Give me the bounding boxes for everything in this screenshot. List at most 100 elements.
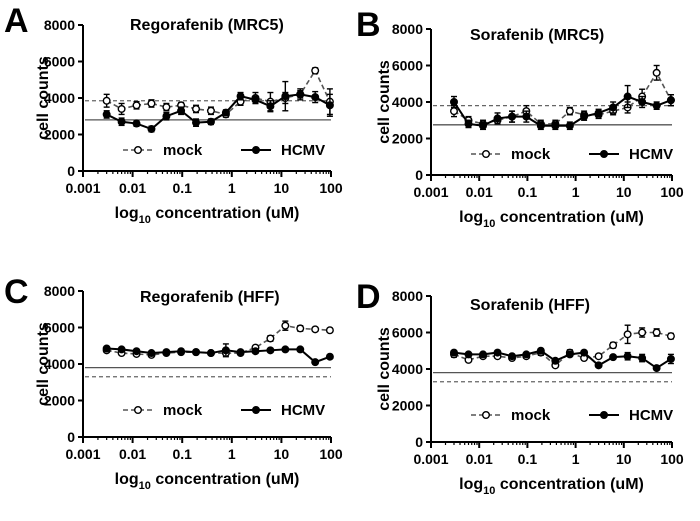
- data-point-hcmv: [206, 117, 215, 126]
- data-point-mock: [102, 96, 111, 105]
- y-tick-label: 4000: [44, 90, 75, 106]
- y-axis-label: cell counts: [376, 327, 393, 411]
- data-point-hcmv: [311, 93, 320, 102]
- x-tick-label: 0.01: [119, 180, 146, 196]
- data-point-hcmv: [192, 118, 201, 127]
- legend-marker-hcmv: [251, 145, 260, 154]
- data-point-hcmv: [508, 112, 517, 121]
- data-point-mock: [652, 328, 661, 337]
- y-tick-label: 4000: [392, 361, 423, 377]
- data-point-hcmv: [117, 117, 126, 126]
- x-tick-label: 100: [319, 446, 343, 462]
- data-point-hcmv: [536, 346, 545, 355]
- x-tick-label: 10: [616, 184, 632, 200]
- data-point-hcmv: [479, 350, 488, 359]
- data-point-hcmv: [192, 348, 201, 357]
- data-point-hcmv: [251, 95, 260, 104]
- data-point-hcmv: [666, 354, 675, 363]
- x-tick-label: 1: [572, 184, 580, 200]
- data-point-hcmv: [652, 101, 661, 110]
- y-tick-label: 0: [67, 429, 75, 445]
- x-tick-label: 100: [660, 451, 684, 467]
- data-point-hcmv: [609, 353, 618, 362]
- x-axis-label: log10 concentration (uM): [115, 471, 300, 492]
- x-tick-label: 1: [572, 451, 580, 467]
- data-point-hcmv: [449, 97, 458, 106]
- panel-a: A Regorafenib (MRC5) 0 2000 4000 6000 8000 0.00…: [4, 2, 343, 226]
- data-point-mock: [266, 334, 275, 343]
- data-point-mock: [132, 101, 141, 110]
- data-point-hcmv: [102, 344, 111, 353]
- y-tick-label: 4000: [392, 94, 423, 110]
- y-axis-label: cell counts: [35, 56, 52, 140]
- legend-label-mock: mock: [163, 142, 203, 159]
- data-point-hcmv: [449, 348, 458, 357]
- y-tick-label: 0: [415, 434, 423, 450]
- y-tick-label: 0: [67, 163, 75, 179]
- data-point-mock: [311, 325, 320, 334]
- x-tick-label: 0.001: [413, 184, 448, 200]
- data-point-hcmv: [522, 350, 531, 359]
- x-tick-label: 0.001: [65, 180, 100, 196]
- legend-marker-mock: [482, 149, 491, 158]
- data-point-hcmv: [464, 350, 473, 359]
- y-tick-label: 2000: [392, 398, 423, 414]
- legend-label-hcmv: HCMV: [629, 146, 673, 163]
- y-axis-label: cell counts: [376, 60, 393, 144]
- data-point-hcmv: [493, 348, 502, 357]
- panel-letter: D: [356, 278, 381, 316]
- data-point-hcmv: [236, 348, 245, 357]
- data-point-mock: [192, 104, 201, 113]
- data-point-hcmv: [132, 347, 141, 356]
- legend-marker-mock: [482, 411, 491, 420]
- data-point-hcmv: [565, 350, 574, 359]
- data-point-mock: [325, 326, 334, 335]
- x-tick-label: 0.1: [518, 451, 538, 467]
- data-point-mock: [666, 332, 675, 341]
- y-tick-label: 8000: [392, 288, 423, 304]
- x-tick-label: 10: [274, 446, 290, 462]
- legend: mock HCMV: [123, 402, 325, 419]
- y-tick-label: 6000: [392, 58, 423, 74]
- data-point-hcmv: [117, 345, 126, 354]
- data-point-hcmv: [493, 114, 502, 123]
- x-axis-label: log10 concentration (uM): [459, 476, 644, 497]
- legend-label-mock: mock: [511, 146, 551, 163]
- series-line-hcmv: [106, 347, 331, 364]
- x-tick-label: 10: [616, 451, 632, 467]
- data-point-hcmv: [221, 108, 230, 117]
- series-line-hcmv: [453, 95, 672, 127]
- legend-label-mock: mock: [163, 402, 203, 419]
- data-point-hcmv: [162, 348, 171, 357]
- y-tick-label: 2000: [44, 127, 75, 143]
- data-point-hcmv: [594, 108, 603, 117]
- x-tick-label: 0.1: [172, 180, 192, 196]
- data-point-hcmv: [236, 92, 245, 101]
- data-point-hcmv: [266, 346, 275, 355]
- data-point-mock: [623, 330, 632, 339]
- y-tick-label: 8000: [44, 283, 75, 299]
- legend: mock HCMV: [471, 407, 673, 424]
- y-tick-label: 4000: [44, 356, 75, 372]
- data-point-mock: [594, 352, 603, 361]
- series-line-mock: [106, 324, 330, 356]
- data-point-hcmv: [147, 349, 156, 358]
- y-tick-label: 6000: [44, 320, 75, 336]
- panel-letter: B: [356, 6, 381, 44]
- chart-title: Regorafenib (HFF): [140, 289, 280, 306]
- panel-d: D Sorafenib (HFF) 0 2000 4000 6000 8000 0.001 0.…: [356, 278, 684, 497]
- data-point-hcmv: [522, 112, 531, 121]
- data-point-hcmv: [281, 92, 290, 101]
- data-point-hcmv: [325, 101, 334, 110]
- data-point-mock: [565, 107, 574, 116]
- data-point-hcmv: [177, 347, 186, 356]
- legend-label-hcmv: HCMV: [281, 142, 325, 159]
- data-point-hcmv: [551, 121, 560, 130]
- x-tick-label: 0.1: [518, 184, 538, 200]
- x-tick-label: 10: [274, 180, 290, 196]
- x-tick-label: 0.01: [466, 451, 493, 467]
- data-point-mock: [206, 106, 215, 115]
- chart-title: Regorafenib (MRC5): [130, 17, 284, 34]
- data-point-hcmv: [266, 102, 275, 111]
